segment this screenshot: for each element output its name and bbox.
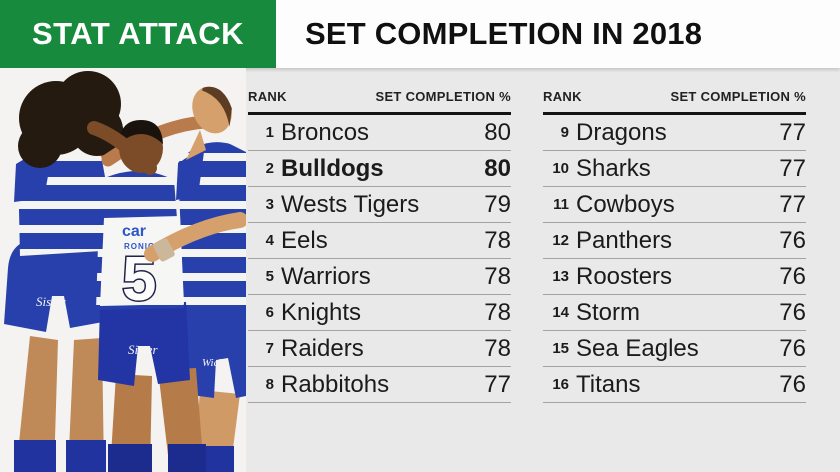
- badge-label: STAT ATTACK: [31, 16, 245, 51]
- shorts-sponsor-mid: Sister: [128, 342, 159, 357]
- player-left: Sister: [4, 71, 211, 472]
- ranking-table-left: RANK SET COMPLETION % 1 Broncos 80 2 Bul…: [248, 89, 511, 403]
- ranking-table-right: RANK SET COMPLETION % 9 Dragons 77 10 Sh…: [543, 89, 806, 403]
- team-cell: Eels: [281, 226, 328, 254]
- team-cell: Sharks: [576, 154, 651, 182]
- table-row: 4 Eels 78: [248, 223, 511, 259]
- rank-column-header: RANK: [543, 89, 582, 104]
- table-row: 7 Raiders 78: [248, 331, 511, 367]
- rank-cell: 6: [265, 304, 274, 321]
- title-strip: SET COMPLETION IN 2018: [276, 0, 840, 68]
- page-title: SET COMPLETION IN 2018: [305, 16, 703, 51]
- rank-cell: 10: [552, 160, 569, 177]
- rank-cell: 8: [265, 376, 274, 393]
- shorts-sponsor-right: Wick: [202, 357, 224, 369]
- table-row: 11 Cowboys 77: [543, 187, 806, 223]
- rank-cell: 3: [265, 196, 274, 213]
- players-photo-illustration: Sister Wick: [0, 68, 248, 472]
- table-header-right: RANK SET COMPLETION %: [543, 89, 806, 115]
- value-cell: 77: [484, 370, 511, 398]
- team-cell: Broncos: [281, 118, 370, 146]
- value-cell: 76: [779, 298, 806, 326]
- rank-cell: 12: [552, 232, 569, 249]
- table-row: 13 Roosters 76: [543, 259, 806, 295]
- table-row: 10 Sharks 77: [543, 151, 806, 187]
- table-row: 16 Titans 76: [543, 367, 806, 403]
- header: STAT ATTACK SET COMPLETION IN 2018: [0, 0, 840, 68]
- team-cell: Cowboys: [576, 190, 675, 218]
- table-row: 15 Sea Eagles 76: [543, 331, 806, 367]
- table-row: 3 Wests Tigers 79: [248, 187, 511, 223]
- stat-attack-badge: STAT ATTACK: [0, 0, 276, 68]
- value-cell: 78: [484, 334, 511, 362]
- team-cell: Bulldogs: [281, 154, 384, 182]
- table-row: 2 Bulldogs 80: [248, 151, 511, 187]
- value-cell: 77: [779, 154, 806, 182]
- table-header-left: RANK SET COMPLETION %: [248, 89, 511, 115]
- rank-cell: 9: [560, 124, 569, 141]
- team-cell: Wests Tigers: [281, 190, 420, 218]
- back-sponsor-subtext: RONICS: [124, 242, 161, 251]
- rank-cell: 16: [552, 376, 569, 393]
- rank-cell: 2: [265, 160, 274, 177]
- table-row: 6 Knights 78: [248, 295, 511, 331]
- team-cell: Raiders: [281, 334, 364, 362]
- value-cell: 80: [484, 118, 511, 146]
- table-row: 12 Panthers 76: [543, 223, 806, 259]
- table-row: 8 Rabbitohs 77: [248, 367, 511, 403]
- value-cell: 80: [484, 154, 511, 182]
- rank-cell: 7: [265, 340, 274, 357]
- value-cell: 76: [779, 226, 806, 254]
- rank-cell: 13: [552, 268, 569, 285]
- value-cell: 76: [779, 262, 806, 290]
- value-cell: 76: [779, 334, 806, 362]
- table-row: 14 Storm 76: [543, 295, 806, 331]
- table-row: 1 Broncos 80: [248, 115, 511, 151]
- team-cell: Warriors: [281, 262, 371, 290]
- value-cell: 78: [484, 262, 511, 290]
- shorts-sponsor-left: Sister: [36, 294, 67, 309]
- rank-cell: 1: [265, 124, 274, 141]
- rank-cell: 5: [265, 268, 274, 285]
- team-cell: Storm: [576, 298, 641, 326]
- team-cell: Rabbitohs: [281, 370, 390, 398]
- back-sponsor-text: car: [122, 223, 146, 240]
- rank-cell: 4: [265, 232, 274, 249]
- table-row: 9 Dragons 77: [543, 115, 806, 151]
- player-middle: car RONICS 5 Sister: [87, 120, 206, 472]
- team-cell: Dragons: [576, 118, 667, 146]
- team-cell: Roosters: [576, 262, 673, 290]
- table-row: 5 Warriors 78: [248, 259, 511, 295]
- value-cell: 76: [779, 370, 806, 398]
- rank-cell: 15: [552, 340, 569, 357]
- value-cell: 77: [779, 190, 806, 218]
- team-cell: Panthers: [576, 226, 673, 254]
- rank-column-header: RANK: [248, 89, 287, 104]
- rank-cell: 11: [553, 196, 569, 213]
- jersey-number: 5: [122, 245, 156, 314]
- value-cell: 79: [484, 190, 511, 218]
- value-column-header: SET COMPLETION %: [670, 89, 806, 104]
- rank-cell: 14: [552, 304, 569, 321]
- team-cell: Sea Eagles: [576, 334, 699, 362]
- players-photo: Sister Wick: [0, 68, 248, 472]
- value-cell: 78: [484, 226, 511, 254]
- player-right: Wick: [176, 86, 246, 472]
- value-cell: 78: [484, 298, 511, 326]
- value-column-header: SET COMPLETION %: [375, 89, 511, 104]
- team-cell: Knights: [281, 298, 362, 326]
- hugging-arm: [144, 212, 248, 262]
- team-cell: Titans: [576, 370, 641, 398]
- value-cell: 77: [779, 118, 806, 146]
